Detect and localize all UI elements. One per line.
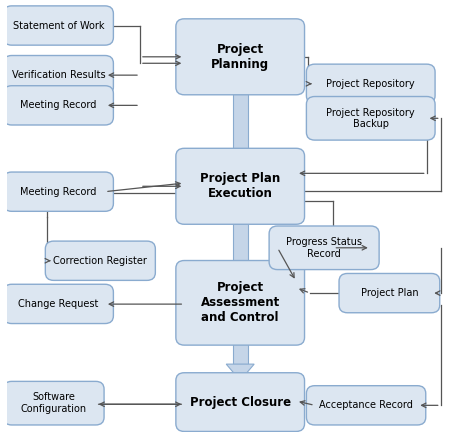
FancyBboxPatch shape — [3, 172, 113, 211]
Text: Progress Status
Record: Progress Status Record — [286, 237, 362, 259]
Polygon shape — [226, 71, 254, 87]
FancyBboxPatch shape — [176, 19, 304, 95]
Polygon shape — [233, 87, 247, 156]
FancyBboxPatch shape — [3, 86, 113, 125]
FancyBboxPatch shape — [3, 284, 113, 323]
FancyBboxPatch shape — [3, 55, 113, 95]
Polygon shape — [226, 156, 254, 172]
FancyBboxPatch shape — [176, 149, 304, 224]
FancyBboxPatch shape — [3, 381, 104, 425]
FancyBboxPatch shape — [306, 64, 435, 103]
Text: Change Request: Change Request — [18, 299, 99, 309]
Text: Project Plan
Execution: Project Plan Execution — [200, 172, 280, 200]
Text: Verification Results: Verification Results — [11, 70, 105, 80]
Text: Software
Configuration: Software Configuration — [21, 392, 87, 414]
Text: Project
Assessment
and Control: Project Assessment and Control — [201, 281, 280, 324]
FancyBboxPatch shape — [306, 97, 435, 140]
FancyBboxPatch shape — [176, 261, 304, 345]
Text: Meeting Record: Meeting Record — [20, 187, 97, 197]
Text: Project Repository
Backup: Project Repository Backup — [327, 107, 415, 129]
Text: Project Plan: Project Plan — [361, 288, 418, 298]
Text: Acceptance Record: Acceptance Record — [319, 401, 413, 410]
Text: Meeting Record: Meeting Record — [20, 100, 97, 110]
FancyBboxPatch shape — [339, 274, 440, 313]
FancyBboxPatch shape — [306, 386, 426, 425]
Text: Project Repository: Project Repository — [327, 79, 415, 89]
FancyBboxPatch shape — [176, 373, 304, 431]
FancyBboxPatch shape — [3, 6, 113, 45]
Text: Statement of Work: Statement of Work — [13, 20, 104, 30]
Polygon shape — [226, 364, 254, 381]
Text: Project Closure: Project Closure — [190, 396, 291, 409]
Text: Project
Planning: Project Planning — [211, 43, 269, 71]
FancyBboxPatch shape — [46, 241, 155, 281]
Polygon shape — [233, 216, 247, 268]
Polygon shape — [226, 268, 254, 284]
Polygon shape — [226, 200, 254, 216]
Text: Correction Register: Correction Register — [54, 256, 147, 266]
Polygon shape — [233, 337, 247, 364]
FancyBboxPatch shape — [269, 226, 379, 270]
